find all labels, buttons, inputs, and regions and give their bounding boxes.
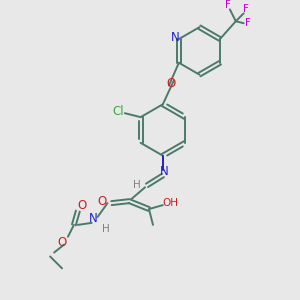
Text: O: O <box>77 199 86 212</box>
Text: H: H <box>133 180 141 190</box>
Text: H: H <box>102 224 110 234</box>
Text: F: F <box>245 18 250 28</box>
Text: N: N <box>89 212 98 225</box>
Text: OH: OH <box>163 198 179 208</box>
Text: O: O <box>166 77 176 90</box>
Text: N: N <box>170 31 179 44</box>
Text: O: O <box>97 195 106 208</box>
Text: F: F <box>225 0 231 11</box>
Text: Cl: Cl <box>112 105 124 118</box>
Text: O: O <box>57 236 67 249</box>
Text: N: N <box>160 165 168 178</box>
Text: F: F <box>243 4 249 14</box>
